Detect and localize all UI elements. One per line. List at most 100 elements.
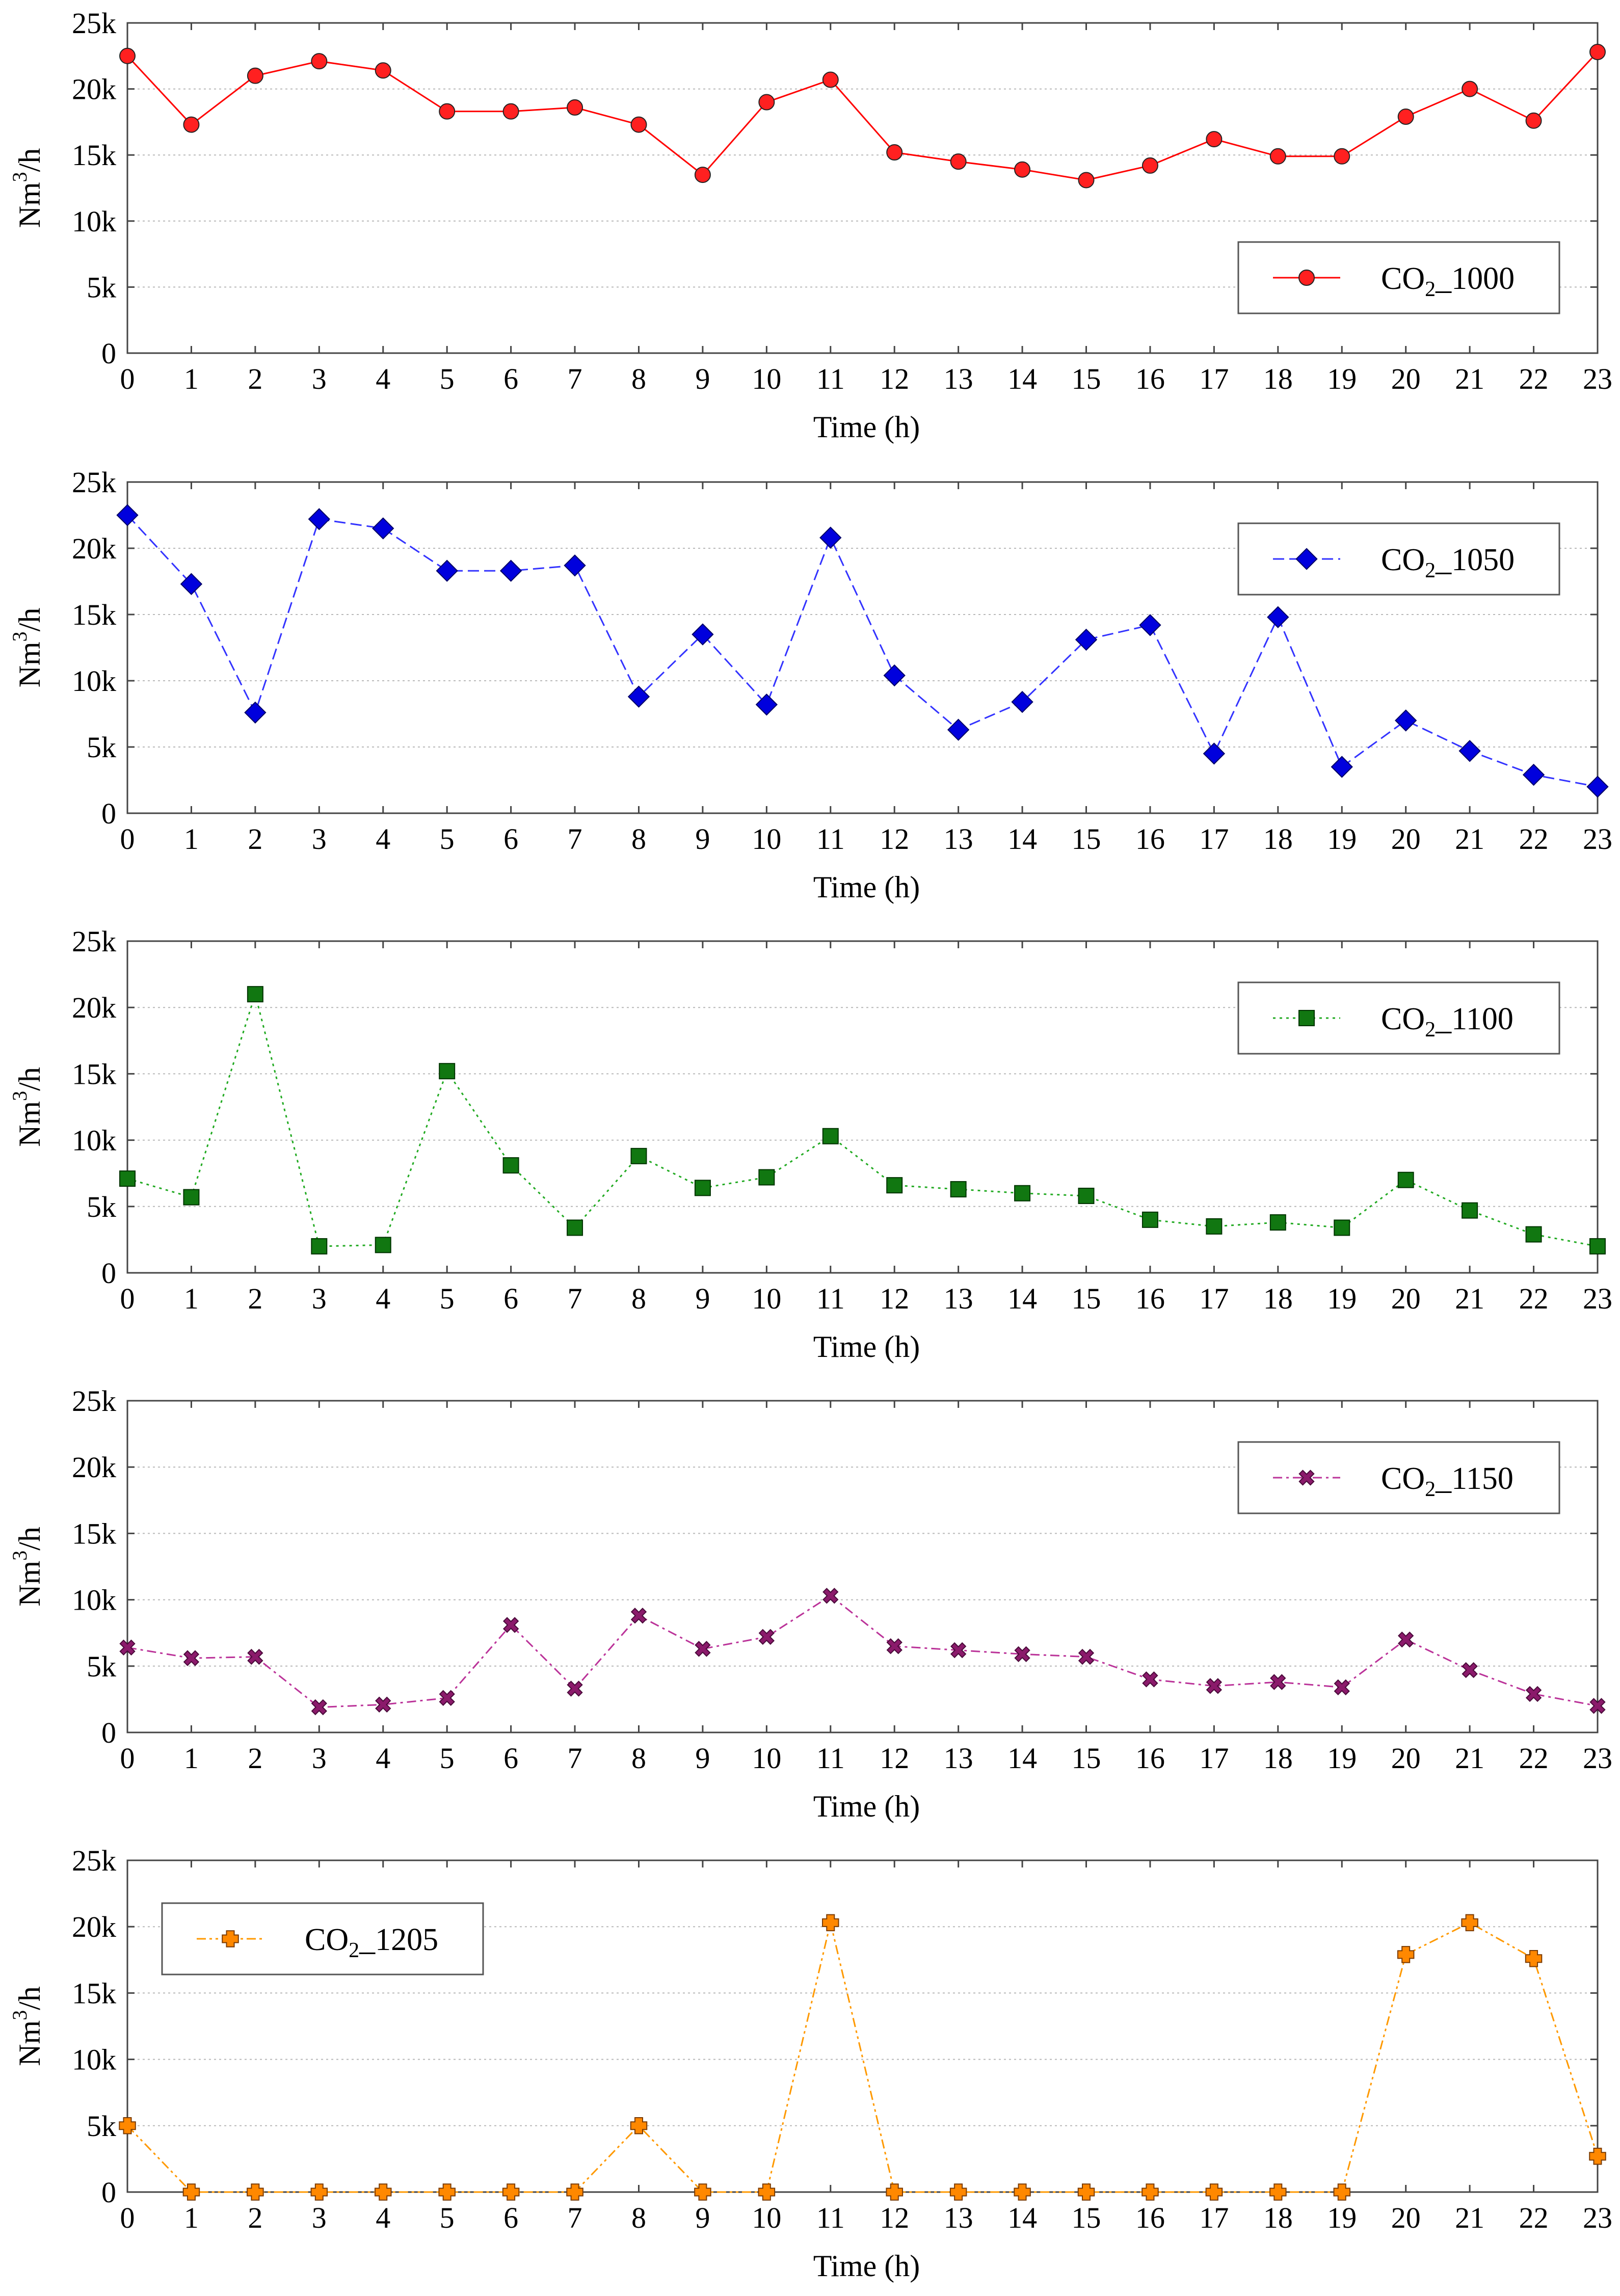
plot-frame xyxy=(126,481,1599,814)
legend: CO2_1150 xyxy=(1237,1441,1560,1514)
y-tick-label: 10k xyxy=(72,1584,116,1617)
data-point xyxy=(758,1628,775,1645)
data-point xyxy=(1203,742,1226,765)
y-axis-title-sup: 3 xyxy=(8,631,31,642)
legend-label: CO2_1100 xyxy=(1381,1002,1513,1042)
x-tick-label: 20 xyxy=(1391,1282,1421,1315)
y-axis-title-sup: 3 xyxy=(8,1091,31,1101)
data-point xyxy=(949,2183,967,2201)
data-point xyxy=(308,508,330,530)
x-tick-label: 8 xyxy=(631,2201,646,2234)
data-point xyxy=(694,1180,711,1196)
data-point xyxy=(630,116,647,133)
x-tick-label: 17 xyxy=(1199,822,1229,856)
y-tick-label: 10k xyxy=(72,664,116,698)
data-point xyxy=(502,103,519,120)
x-tick-label: 7 xyxy=(568,1282,582,1315)
legend-marker xyxy=(1298,1470,1315,1486)
data-point xyxy=(247,2183,264,2201)
plot-frame xyxy=(126,1400,1599,1733)
x-tick-label: 9 xyxy=(695,822,710,856)
x-tick-label: 11 xyxy=(816,1742,845,1775)
y-tick-label: 25k xyxy=(72,1844,116,1877)
x-tick-label: 2 xyxy=(248,822,262,856)
data-point xyxy=(758,1169,775,1186)
data-point xyxy=(1334,148,1350,165)
x-tick-label: 21 xyxy=(1455,2201,1484,2234)
data-point xyxy=(694,2183,711,2201)
data-point xyxy=(886,144,903,161)
data-point xyxy=(886,1638,902,1654)
data-point xyxy=(950,1642,967,1659)
x-tick-label: 21 xyxy=(1455,1282,1484,1315)
x-tick-label: 2 xyxy=(248,362,262,395)
series-line-CO2_1050 xyxy=(126,514,1598,788)
data-point xyxy=(439,103,456,120)
x-tick-label: 23 xyxy=(1583,362,1612,395)
data-point xyxy=(819,526,842,549)
x-tick-label: 19 xyxy=(1327,1742,1357,1775)
data-point xyxy=(630,2117,648,2134)
legend-label-main: CO xyxy=(1381,1002,1425,1036)
y-tick-label: 15k xyxy=(72,1977,116,2010)
x-tick-label: 7 xyxy=(568,1742,582,1775)
data-point xyxy=(695,1641,711,1657)
x-tick-label: 5 xyxy=(440,362,455,395)
data-point xyxy=(1589,44,1606,61)
y-tick-label: 25k xyxy=(72,925,116,958)
y-axis-title: Nm3/h xyxy=(8,1986,46,2066)
x-tick-label: 20 xyxy=(1391,2201,1421,2234)
data-point xyxy=(375,1237,391,1253)
y-tick-label: 0 xyxy=(101,2176,116,2209)
y-axis-title-tail: /h xyxy=(13,1067,46,1091)
x-tick-label: 5 xyxy=(440,1282,455,1315)
x-tick-label: 3 xyxy=(312,362,327,395)
legend-label-main: CO xyxy=(1381,261,1425,296)
legend-label: CO2_1000 xyxy=(1381,261,1515,301)
data-point xyxy=(1269,2183,1287,2201)
x-tick-label: 8 xyxy=(631,362,646,395)
y-axis-title-base: Nm xyxy=(13,182,46,228)
data-point xyxy=(438,2183,456,2201)
data-point xyxy=(567,1680,583,1697)
data-point xyxy=(1075,628,1098,651)
x-tick-label: 15 xyxy=(1072,2201,1101,2234)
x-axis-title: Time (h) xyxy=(813,410,920,444)
data-point xyxy=(1462,1202,1478,1219)
x-tick-label: 12 xyxy=(880,2201,909,2234)
data-point xyxy=(311,1699,327,1716)
y-tick-label: 5k xyxy=(87,2110,116,2143)
x-tick-label: 10 xyxy=(752,2201,781,2234)
data-point xyxy=(1078,172,1095,189)
data-point xyxy=(886,1177,903,1194)
data-point xyxy=(247,67,263,84)
x-tick-label: 12 xyxy=(880,362,909,395)
x-tick-label: 15 xyxy=(1072,1282,1101,1315)
y-tick-label: 25k xyxy=(72,7,116,40)
y-axis-title: Nm3/h xyxy=(8,148,46,228)
data-point xyxy=(1014,161,1031,178)
y-axis-title-tail: /h xyxy=(13,608,46,632)
data-point xyxy=(1206,131,1223,148)
data-point xyxy=(1014,2183,1031,2201)
y-tick-label: 15k xyxy=(72,139,116,172)
y-tick-label: 10k xyxy=(72,205,116,238)
y-tick-label: 20k xyxy=(72,991,116,1024)
data-point xyxy=(1142,1671,1158,1688)
data-point xyxy=(311,53,328,70)
y-tick-label: 0 xyxy=(101,1716,116,1749)
x-tick-label: 20 xyxy=(1391,822,1421,856)
x-tick-label: 22 xyxy=(1519,1742,1549,1775)
x-tick-label: 3 xyxy=(312,2201,327,2234)
data-point xyxy=(1395,709,1417,732)
x-tick-label: 0 xyxy=(120,1282,135,1315)
data-point xyxy=(1141,1211,1158,1228)
data-point xyxy=(886,2183,903,2201)
x-tick-label: 15 xyxy=(1072,1742,1101,1775)
data-point xyxy=(567,99,583,116)
data-point xyxy=(947,718,970,741)
x-tick-label: 22 xyxy=(1519,2201,1549,2234)
